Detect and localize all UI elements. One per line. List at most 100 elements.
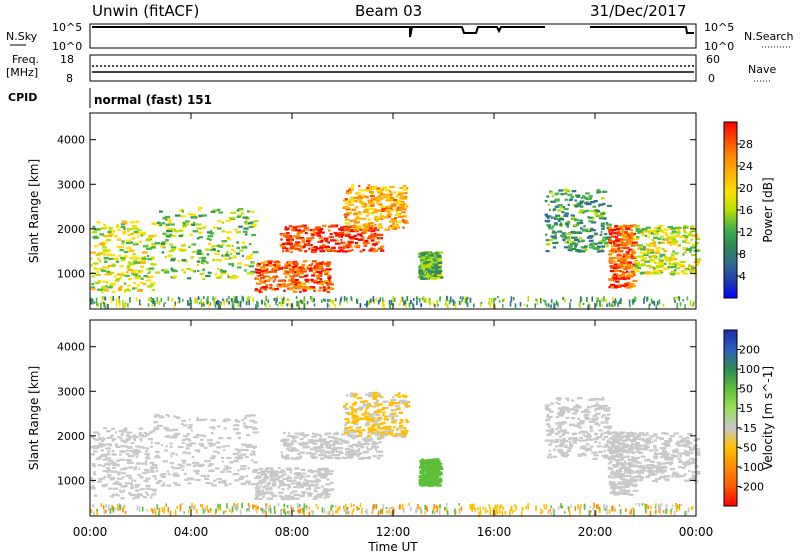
echo-cell	[610, 251, 616, 254]
ground-scatter-cell	[267, 299, 270, 304]
echo-cell	[613, 486, 620, 489]
echo-cell	[575, 194, 581, 197]
echo-cell	[93, 445, 99, 448]
echo-cell	[277, 475, 281, 479]
echo-cell	[314, 433, 319, 436]
echo-cell	[323, 438, 327, 441]
echo-cell	[157, 224, 160, 227]
echo-cell	[108, 487, 112, 490]
echo-cell	[325, 264, 330, 267]
echo-cell	[172, 428, 179, 431]
echo-cell	[323, 237, 329, 240]
echo-cell	[227, 273, 230, 276]
echo-cell	[382, 406, 387, 409]
echo-cell	[626, 226, 631, 229]
echo-cell	[604, 404, 608, 407]
echo-cell	[353, 230, 359, 233]
echo-cell	[554, 234, 557, 237]
echo-cell	[213, 244, 220, 247]
echo-cell	[425, 464, 431, 467]
echo-cell	[111, 439, 115, 442]
echo-cell	[565, 190, 568, 194]
echo-cell	[625, 251, 630, 254]
echo-cell	[216, 250, 220, 253]
echo-cell	[627, 237, 632, 240]
echo-cell	[261, 267, 266, 271]
echo-cell	[374, 196, 379, 199]
ground-scatter-cell	[381, 297, 384, 300]
echo-cell	[325, 450, 329, 453]
y-tick-label: 3000	[57, 178, 85, 191]
echo-cell	[620, 263, 624, 266]
echo-cell	[363, 412, 370, 415]
echo-cell	[567, 248, 573, 252]
ground-scatter-cell	[296, 300, 298, 307]
echo-cell	[207, 235, 214, 238]
echo-cell	[624, 225, 628, 228]
echo-cell	[100, 290, 104, 293]
echo-cell	[261, 493, 266, 496]
echo-cell	[127, 278, 132, 281]
echo-cell	[383, 418, 389, 421]
echo-cell	[433, 476, 437, 479]
echo-cell	[282, 473, 287, 476]
echo-cell	[146, 275, 151, 279]
echo-cell	[221, 230, 226, 233]
echo-cell	[656, 265, 663, 269]
echo-cell	[150, 256, 155, 259]
echo-cell	[255, 282, 262, 285]
echo-cell	[633, 264, 639, 268]
echo-cell	[368, 395, 371, 398]
echo-cell	[557, 398, 561, 401]
ground-scatter-cell	[129, 296, 131, 303]
echo-cell	[165, 239, 169, 242]
echo-cell	[340, 226, 345, 229]
power-colorbar	[723, 121, 738, 299]
echo-cell	[596, 245, 602, 248]
echo-cell	[573, 204, 577, 207]
ground-scatter-cell	[160, 297, 163, 302]
echo-cell	[433, 474, 437, 478]
echo-cell	[247, 256, 253, 259]
echo-cell	[138, 431, 143, 435]
echo-cell	[392, 222, 395, 225]
echo-cell	[299, 290, 302, 293]
ground-scatter-cell	[436, 300, 438, 306]
ground-scatter-cell	[237, 302, 240, 308]
echo-cell	[554, 216, 558, 219]
echo-cell	[343, 431, 349, 434]
echo-cell	[251, 223, 257, 227]
echo-cell	[169, 243, 174, 246]
echo-cell	[585, 192, 590, 195]
echo-cell	[565, 236, 571, 239]
echo-cell	[391, 203, 397, 206]
echo-cell	[132, 261, 136, 265]
echo-cell	[426, 477, 430, 480]
ground-scatter-cell	[280, 301, 283, 307]
echo-cell	[125, 247, 132, 250]
echo-cell	[349, 230, 355, 233]
ground-scatter-cell	[346, 301, 349, 304]
echo-cell	[323, 245, 329, 248]
ground-scatter-cell	[586, 296, 588, 302]
echo-cell	[397, 392, 401, 396]
echo-cell	[386, 215, 391, 218]
echo-cell	[424, 467, 430, 470]
cpid-mode-text: normal (fast) 151	[94, 93, 212, 107]
echo-cell	[167, 254, 173, 257]
ground-scatter-cell	[220, 302, 223, 306]
echo-cell	[253, 470, 258, 473]
echo-cell	[608, 451, 615, 454]
echo-cell	[140, 277, 144, 280]
echo-cell	[557, 230, 562, 233]
echo-cell	[376, 430, 380, 433]
echo-cell	[693, 261, 700, 264]
ground-scatter-cell	[569, 302, 571, 309]
echo-cell	[601, 245, 605, 248]
echo-cell	[289, 251, 293, 254]
y-tick-label: 1000	[57, 267, 85, 280]
echo-cell	[119, 265, 124, 268]
echo-cell	[667, 256, 672, 260]
echo-cell	[328, 236, 335, 239]
echo-cell	[614, 434, 620, 437]
